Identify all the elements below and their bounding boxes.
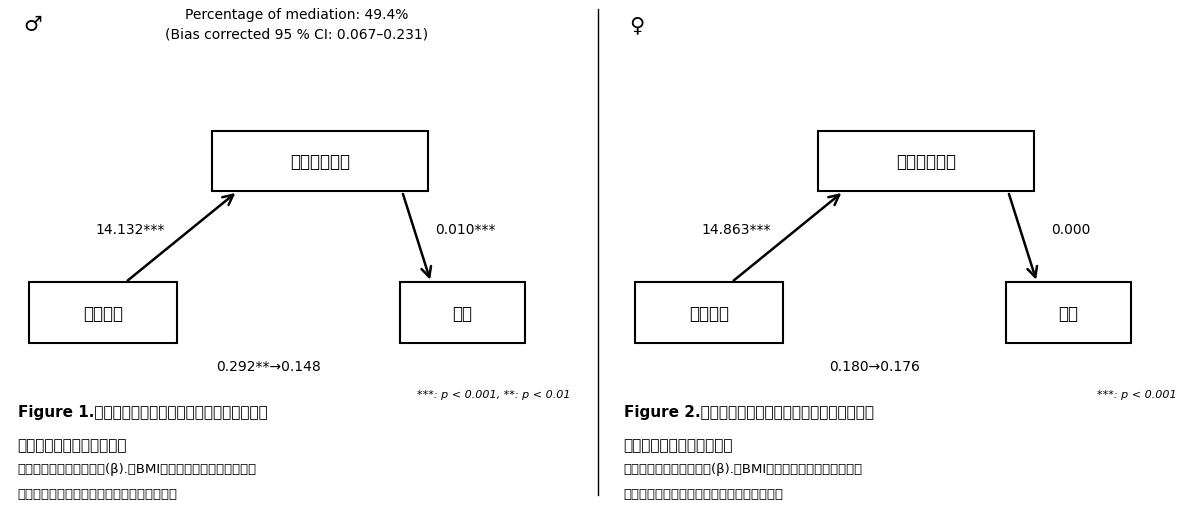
FancyBboxPatch shape xyxy=(817,131,1034,192)
FancyBboxPatch shape xyxy=(400,283,526,343)
FancyBboxPatch shape xyxy=(1006,283,1132,343)
Text: 数値は非標準化回帰係数(β).　BMI，家族構成，　親の学歴，: 数値は非標準化回帰係数(β). BMI，家族構成， 親の学歴， xyxy=(624,462,863,475)
Text: 14.863***: 14.863*** xyxy=(702,223,770,237)
Text: 数値は非標準化回帰係数(β).　BMI，家族構成，　親の学歴，: 数値は非標準化回帰係数(β). BMI，家族構成， 親の学歴， xyxy=(18,462,257,475)
FancyBboxPatch shape xyxy=(635,283,784,343)
Text: 有酸素性能力: 有酸素性能力 xyxy=(895,153,955,171)
Text: 自己充実的達成動機，競争的達成動機を調整: 自己充実的達成動機，競争的達成動機を調整 xyxy=(624,487,784,500)
Text: 自己充実的達成動機，競争的達成動機を調整: 自己充実的達成動機，競争的達成動機を調整 xyxy=(18,487,178,500)
Text: における媒介効果（女子）: における媒介効果（女子） xyxy=(624,437,733,452)
Text: 身体活動: 身体活動 xyxy=(83,304,124,322)
Text: ***: p < 0.001: ***: p < 0.001 xyxy=(1097,389,1176,399)
Text: 身体活動: 身体活動 xyxy=(689,304,730,322)
Text: 有酸素性能力: 有酸素性能力 xyxy=(290,153,350,171)
FancyBboxPatch shape xyxy=(29,283,178,343)
FancyBboxPatch shape xyxy=(211,131,428,192)
Text: 0.180→0.176: 0.180→0.176 xyxy=(829,359,920,373)
Text: 0.000: 0.000 xyxy=(1051,223,1091,237)
Text: 0.292**→0.148: 0.292**→0.148 xyxy=(216,359,320,373)
Text: における媒介効果（男子）: における媒介効果（男子） xyxy=(18,437,127,452)
Text: Figure 1.　有酸素性能力の身体活動と学力との関連: Figure 1. 有酸素性能力の身体活動と学力との関連 xyxy=(18,404,268,419)
Text: ♂: ♂ xyxy=(24,15,42,35)
Text: 0.010***: 0.010*** xyxy=(434,223,496,237)
Text: 学力: 学力 xyxy=(1058,304,1079,322)
Text: (Bias corrected 95 % CI: 0.067–0.231): (Bias corrected 95 % CI: 0.067–0.231) xyxy=(166,28,428,42)
Text: ♀: ♀ xyxy=(629,15,644,35)
Text: Figure 2.　有酸素性能力の身体活動と学力との関連: Figure 2. 有酸素性能力の身体活動と学力との関連 xyxy=(624,404,874,419)
Text: 14.132***: 14.132*** xyxy=(96,223,164,237)
Text: ***: p < 0.001, **: p < 0.01: ***: p < 0.001, **: p < 0.01 xyxy=(418,389,571,399)
Text: Percentage of mediation: 49.4%: Percentage of mediation: 49.4% xyxy=(185,8,409,22)
Text: 学力: 学力 xyxy=(452,304,473,322)
